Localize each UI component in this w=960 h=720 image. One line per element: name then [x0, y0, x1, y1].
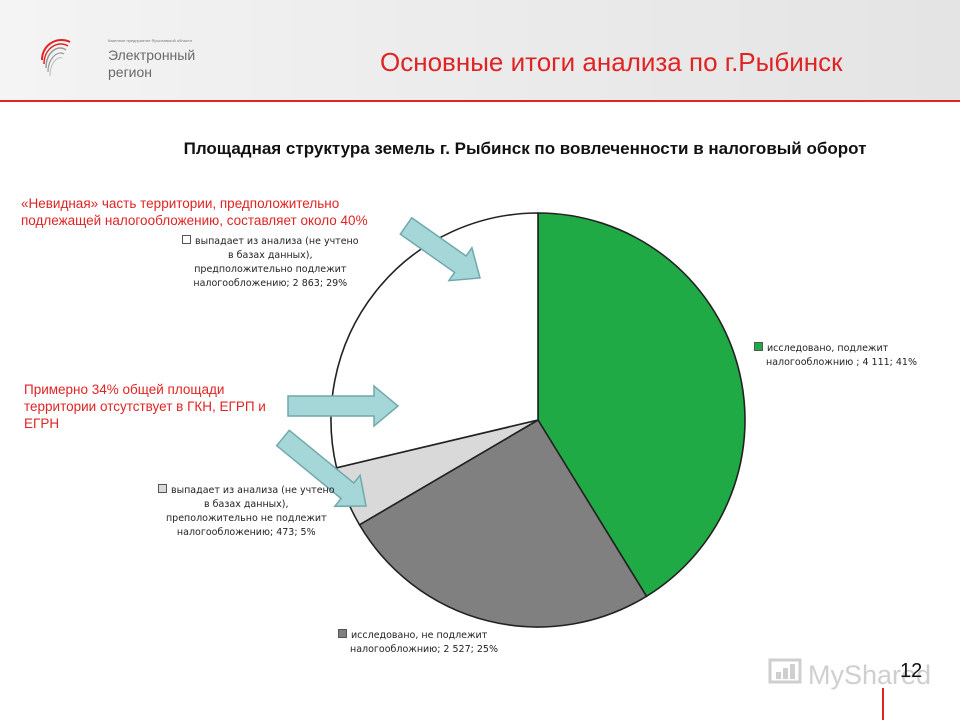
logo-swirl-icon — [41, 39, 71, 77]
annotation-invisible-share: «Невидная» часть территории, предположит… — [21, 196, 368, 228]
slice-label-missing-taxable: выпадает из анализа (не учтено в базах д… — [182, 235, 359, 291]
legend-swatch — [158, 484, 167, 493]
watermark: MyShared — [808, 660, 932, 690]
annotation-arrow-1 — [399, 216, 481, 282]
annotation-arrow-2 — [287, 384, 400, 428]
logo: Казенное предприятие Ярославской области… — [36, 30, 206, 90]
annotation-missing-share: Примерно 34% общей площади территории от… — [24, 382, 266, 431]
pie-slice-not-taxable — [358, 418, 648, 628]
chart-title: Площадная структура земель г. Рыбинск по… — [183, 139, 867, 158]
slice-label-taxable: исследовано, подлежит налогообложнию ; 4… — [754, 342, 917, 370]
watermark-board-icon — [768, 658, 802, 684]
logo-name-line2: регион — [108, 64, 153, 80]
logo-name-line1: Электронный — [108, 47, 196, 63]
legend-swatch — [338, 629, 347, 638]
header-divider — [0, 100, 960, 102]
slice-label-missing-not-taxable: выпадает из анализа (не учтено в базах д… — [158, 484, 335, 540]
slide-title: Основные итоги анализа по г.Рыбинск — [380, 47, 843, 77]
pie-slice-taxable — [537, 212, 746, 598]
legend-swatch — [754, 342, 763, 351]
footer-accent-bar — [882, 688, 884, 720]
logo-caption: Казенное предприятие Ярославской области — [108, 38, 192, 43]
annotation-arrow-3 — [275, 429, 367, 508]
legend-swatch — [182, 235, 191, 244]
slice-label-not-taxable: исследовано, не подлежит налогообложнию;… — [338, 629, 498, 657]
page-number: 12 — [900, 660, 923, 682]
slide-header — [0, 0, 960, 100]
